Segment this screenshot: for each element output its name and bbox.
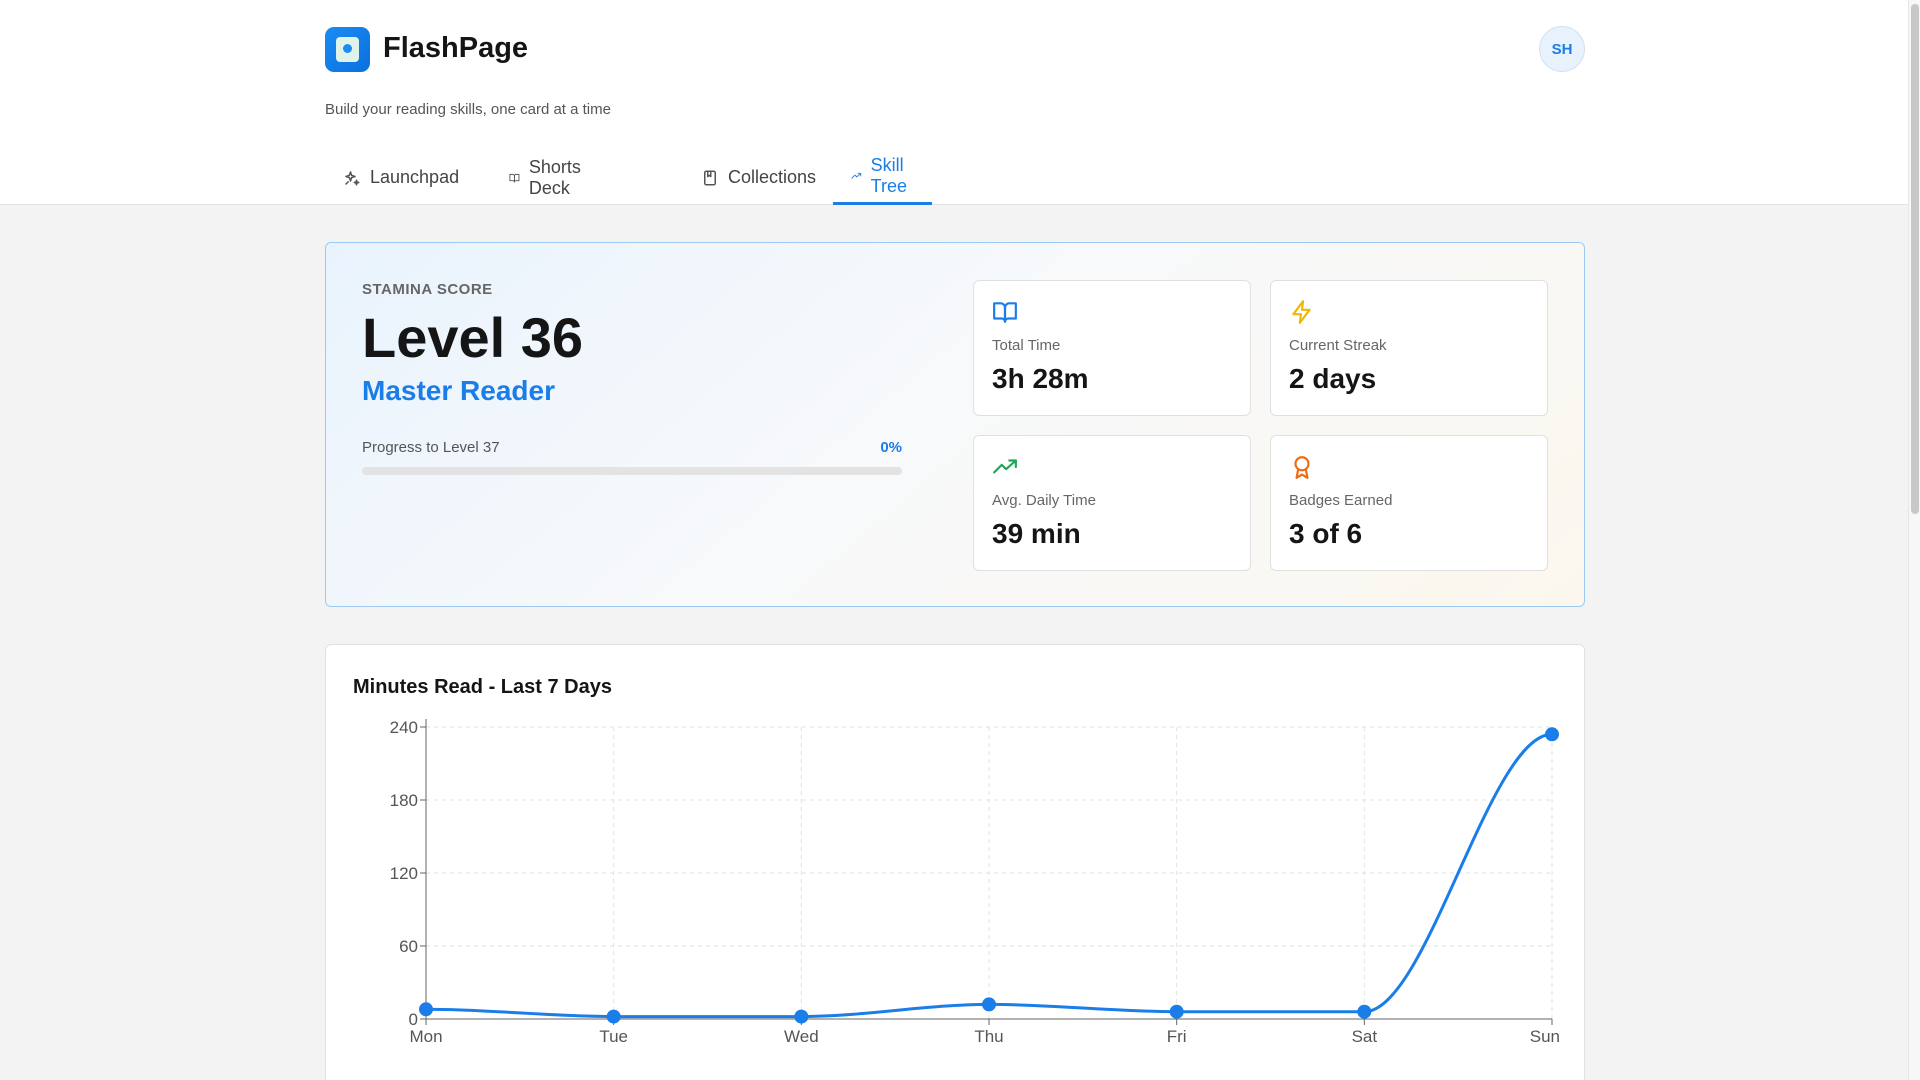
minutes-read-line-chart: 0 60 120 180 240 Mon Tue Wed Thu Fri Sat Sun [390,718,1560,1046]
app-tagline: Build your reading skills, one card at a… [325,101,611,118]
level-progress-bar [362,467,902,475]
award-icon [1294,456,1310,479]
stat-badges-earned: Badges Earned 3 of 6 [1270,435,1548,571]
y-tick-label: 120 [390,864,418,883]
book-open-icon [993,302,1017,323]
stat-label: Total Time [992,337,1061,354]
current-level: Level 36 [362,306,584,369]
data-point [606,1009,621,1024]
stat-value: 3 of 6 [1289,518,1363,549]
y-tick-label: 0 [409,1010,418,1029]
flashpage-logo-icon[interactable] [325,27,370,72]
tab-label: Shorts Deck [528,156,581,198]
data-point [419,1002,433,1017]
stat-label: Badges Earned [1289,492,1393,509]
stat-value: 3h 28m [992,363,1089,394]
trending-up-icon [993,459,1017,474]
chart-title: Minutes Read - Last 7 Days [353,676,612,698]
sparkles-icon [345,170,360,185]
user-avatar[interactable]: SH [1539,26,1585,72]
stat-total-time: Total Time 3h 28m [973,280,1251,416]
trending-up-icon [851,172,862,179]
stat-avg-daily-time: Avg. Daily Time 39 min [973,435,1251,571]
book-open-icon [509,173,520,183]
data-point [1545,727,1559,742]
tab-skill-tree[interactable]: Skill Tree [833,150,933,205]
level-progress-label: Progress to Level 37 [362,439,500,456]
y-tick-label: 180 [390,791,418,810]
x-tick-label: Sat [1352,1027,1378,1046]
tab-label: Skill Tree [870,155,907,196]
tab-label: Collections [728,167,817,187]
stamina-score-label: STAMINA SCORE [362,281,493,298]
stat-current-streak: Current Streak 2 days [1270,280,1548,416]
page-scrollbar[interactable] [1908,0,1920,1080]
x-tick-label: Wed [784,1027,819,1046]
scrollbar-thumb[interactable] [1911,4,1919,514]
bookmark-book-icon [704,170,716,185]
app-name: FlashPage [383,32,529,64]
app-header: FlashPage Build your reading skills, one… [0,0,1908,205]
stat-label: Avg. Daily Time [992,492,1096,509]
data-point [982,997,996,1012]
tab-launchpad[interactable]: Launchpad [325,150,477,205]
level-progress-percent: 0% [880,439,902,456]
lightning-icon [1292,300,1311,324]
data-point [1169,1004,1184,1019]
x-tick-label: Thu [974,1027,1003,1046]
stat-value: 39 min [992,518,1081,549]
x-tick-label: Fri [1167,1027,1187,1046]
x-tick-label: Mon [409,1027,442,1046]
stat-value: 2 days [1289,363,1377,394]
tab-shorts-deck[interactable]: Shorts Deck [491,150,606,205]
tab-collections[interactable]: Collections [683,150,834,205]
minutes-read-chart-card: Minutes Read - Last 7 Days 0 60 120 180 240 M… [325,644,1585,1080]
data-point [794,1009,809,1024]
data-point [1357,1004,1372,1019]
stamina-score-card: STAMINA SCORE Level 36 Master Reader Pro… [325,242,1585,607]
x-tick-label: Tue [599,1027,628,1046]
y-tick-label: 240 [390,718,418,737]
y-tick-label: 60 [399,937,418,956]
tab-label: Launchpad [370,167,460,187]
x-tick-label: Sun [1530,1027,1560,1046]
stat-label: Current Streak [1289,337,1387,354]
reader-rank-title: Master Reader [362,375,555,406]
